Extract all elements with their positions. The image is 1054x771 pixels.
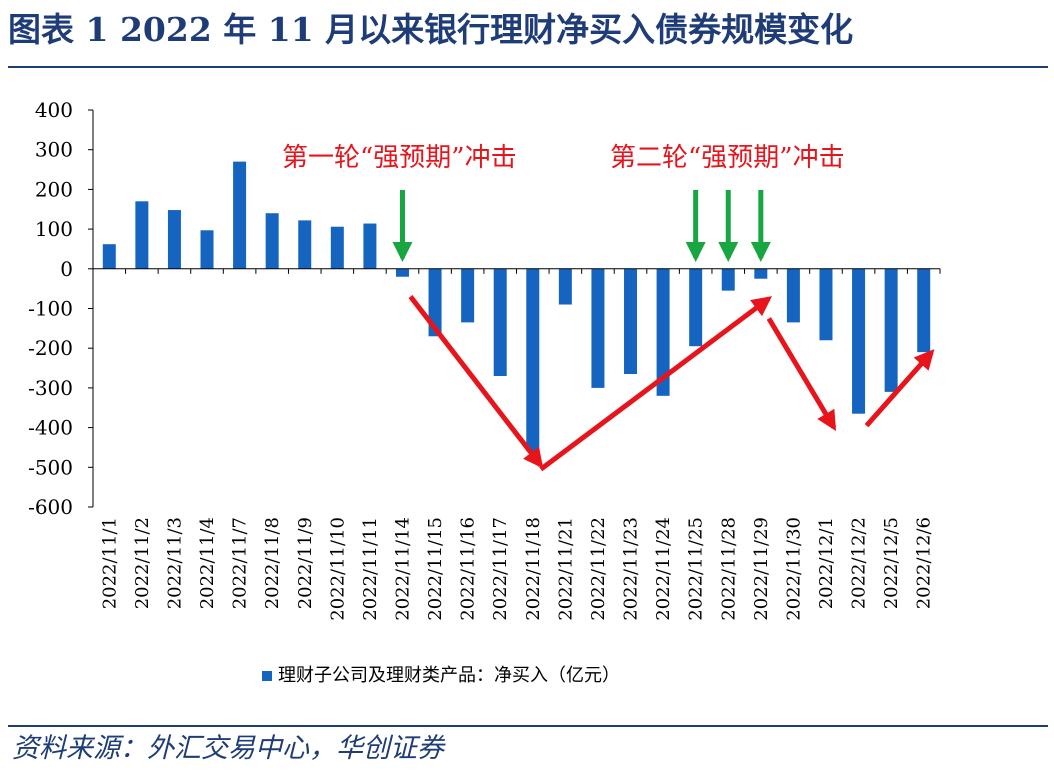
x-tick-label: 2022/11/24	[653, 517, 674, 621]
bar	[721, 268, 735, 291]
bar	[558, 268, 572, 305]
x-tick-label: 2022/11/10	[327, 517, 348, 621]
bar	[395, 268, 409, 277]
bar	[754, 268, 768, 279]
x-tick-label: 2022/11/30	[783, 517, 804, 621]
x-tick-label: 2022/11/23	[621, 517, 642, 621]
x-tick-label: 2022/11/9	[295, 517, 316, 609]
bar	[298, 220, 312, 269]
x-tick-label: 2022/11/21	[555, 517, 576, 621]
bar	[265, 213, 279, 269]
x-tick-label: 2022/12/1	[816, 517, 837, 609]
bar	[819, 268, 833, 341]
bar	[656, 268, 670, 396]
bar	[428, 268, 442, 337]
red-trend-arrow	[408, 295, 544, 469]
legend: 理财子公司及理财类产品：净买入（亿元）	[262, 662, 620, 690]
x-tick-label: 2022/11/7	[230, 517, 251, 609]
bar	[363, 223, 377, 269]
annotation-label: 第二轮“强预期”冲击	[610, 143, 845, 173]
x-tick-label: 2022/11/2	[132, 517, 153, 609]
bar	[786, 268, 800, 323]
y-tick-label: 0	[60, 257, 73, 281]
x-tick-label: 2022/11/1	[99, 517, 120, 609]
bar	[330, 226, 344, 269]
bar	[167, 210, 181, 269]
bar	[624, 268, 638, 375]
bar	[852, 268, 866, 414]
bar	[917, 268, 931, 353]
red-trend-arrow	[864, 349, 935, 428]
x-tick-label: 2022/11/11	[360, 517, 381, 621]
bar	[591, 268, 605, 388]
x-tick-label: 2022/11/3	[164, 517, 185, 609]
x-tick-label: 2022/11/25	[686, 517, 707, 621]
y-tick-label: -100	[28, 297, 73, 321]
x-tick-label: 2022/11/16	[458, 517, 479, 621]
x-tick-label: 2022/11/15	[425, 517, 446, 621]
chart-title: 图表 1 2022 年 11 月以来银行理财净买入债券规模变化	[8, 10, 854, 49]
x-tick-label: 2022/12/5	[881, 517, 902, 609]
title-rule	[8, 66, 1048, 68]
bar	[135, 201, 149, 269]
y-tick-label: -300	[28, 376, 73, 400]
bar	[102, 244, 116, 269]
x-tick-label: 2022/11/28	[718, 517, 739, 621]
y-tick-label: 200	[35, 177, 73, 201]
bar	[461, 268, 475, 323]
x-tick-label: 2022/12/6	[914, 517, 935, 609]
y-tick-label: -200	[28, 336, 73, 360]
bar	[493, 268, 507, 376]
annotation-label: 第一轮“强预期”冲击	[282, 143, 517, 173]
y-tick-label: 300	[35, 138, 73, 162]
y-tick-label: 400	[35, 98, 73, 122]
bar	[884, 268, 898, 392]
red-trend-arrow	[539, 296, 773, 472]
bar-chart: 400 300 200 100 0 -100 -200 -300 -400 -500 -600 202…	[28, 98, 941, 621]
legend-label: 理财子公司及理财类产品：净买入（亿元）	[278, 665, 620, 686]
x-tick-label: 2022/11/22	[588, 517, 609, 621]
y-tick-label: -500	[28, 455, 73, 479]
y-tick-label: -400	[28, 416, 73, 440]
bar	[233, 161, 247, 269]
red-trend-arrow	[766, 317, 837, 432]
x-tick-label: 2022/11/18	[523, 517, 544, 621]
x-tick-label: 2022/11/14	[392, 517, 413, 621]
x-tick-label: 2022/11/4	[197, 517, 218, 609]
bar	[526, 268, 540, 452]
y-tick-label: 100	[35, 217, 73, 241]
legend-swatch	[262, 671, 272, 681]
bar	[200, 230, 214, 269]
x-tick-label: 2022/11/8	[262, 517, 283, 609]
y-tick-label: -600	[28, 495, 73, 519]
source-note: 资料来源：外汇交易中心，华创证券	[12, 733, 444, 764]
x-tick-label: 2022/12/2	[849, 517, 870, 609]
x-tick-label: 2022/11/29	[751, 517, 772, 621]
x-tick-label: 2022/11/17	[490, 517, 511, 621]
source-rule	[8, 725, 1048, 727]
bar	[689, 268, 703, 347]
